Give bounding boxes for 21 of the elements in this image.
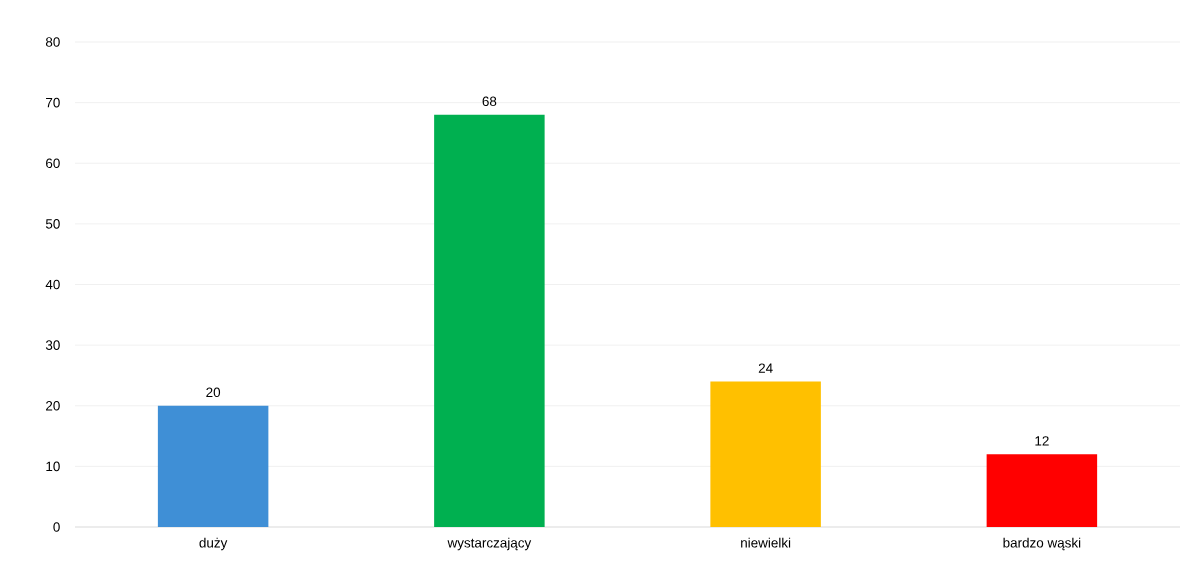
bar xyxy=(986,454,1098,527)
data-label: 20 xyxy=(206,387,221,398)
bar xyxy=(434,114,545,527)
y-tick-label: 10 xyxy=(46,461,60,472)
y-tick-label: 40 xyxy=(45,279,60,290)
y-tick-label: 80 xyxy=(45,37,60,47)
bar xyxy=(157,405,269,527)
data-label: 12 xyxy=(1035,436,1049,446)
x-tick-label: niewielki xyxy=(741,537,791,548)
data-label: 24 xyxy=(758,363,773,373)
x-tick-label: duży xyxy=(199,537,228,551)
y-tick-label: 0 xyxy=(53,522,60,532)
y-tick-label: 60 xyxy=(46,158,60,168)
y-tick-label: 50 xyxy=(45,219,60,229)
y-tick-label: 70 xyxy=(46,97,60,108)
x-tick-label: wystarczający xyxy=(447,537,532,551)
y-tick-label: 30 xyxy=(45,340,60,350)
x-tick-label: bardzo wąski xyxy=(1003,537,1081,551)
y-tick-label: 20 xyxy=(46,400,60,411)
data-label: 68 xyxy=(482,96,497,107)
bar xyxy=(710,381,821,527)
